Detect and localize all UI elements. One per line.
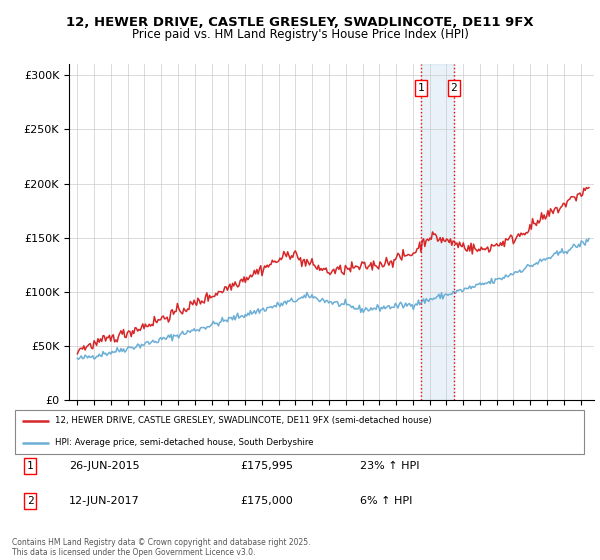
FancyBboxPatch shape <box>15 409 584 454</box>
Text: 12, HEWER DRIVE, CASTLE GRESLEY, SWADLINCOTE, DE11 9FX (semi-detached house): 12, HEWER DRIVE, CASTLE GRESLEY, SWADLIN… <box>55 417 432 426</box>
Text: 12, HEWER DRIVE, CASTLE GRESLEY, SWADLINCOTE, DE11 9FX: 12, HEWER DRIVE, CASTLE GRESLEY, SWADLIN… <box>66 16 534 29</box>
Text: 1: 1 <box>418 83 424 94</box>
Text: 2: 2 <box>26 496 34 506</box>
Text: £175,995: £175,995 <box>240 461 293 471</box>
Text: 6% ↑ HPI: 6% ↑ HPI <box>360 496 412 506</box>
Text: Contains HM Land Registry data © Crown copyright and database right 2025.
This d: Contains HM Land Registry data © Crown c… <box>12 538 311 557</box>
Text: 1: 1 <box>26 461 34 471</box>
Bar <box>421 64 454 400</box>
Text: 2: 2 <box>451 83 457 94</box>
Text: 23% ↑ HPI: 23% ↑ HPI <box>360 461 419 471</box>
Text: 12-JUN-2017: 12-JUN-2017 <box>69 496 140 506</box>
Text: £175,000: £175,000 <box>240 496 293 506</box>
Text: Price paid vs. HM Land Registry's House Price Index (HPI): Price paid vs. HM Land Registry's House … <box>131 28 469 41</box>
Text: 26-JUN-2015: 26-JUN-2015 <box>69 461 140 471</box>
Text: HPI: Average price, semi-detached house, South Derbyshire: HPI: Average price, semi-detached house,… <box>55 438 314 447</box>
